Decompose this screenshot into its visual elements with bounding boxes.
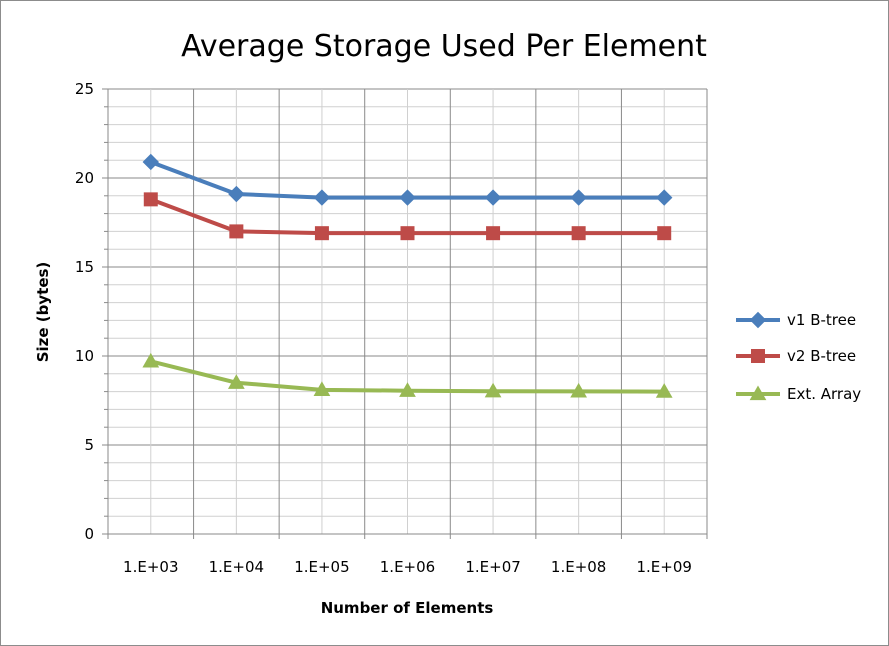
data-point (656, 189, 673, 206)
data-point (570, 189, 587, 206)
x-tick-label: 1.E+09 (636, 558, 691, 576)
y-tick-label: 5 (84, 436, 94, 454)
legend-label: v1 B-tree (787, 311, 856, 329)
series-layer (142, 153, 673, 398)
y-tick-labels: 0 5 10 15 20 25 (75, 80, 94, 543)
x-axis-title: Number of Elements (321, 599, 494, 617)
y-axis-title: Size (bytes) (34, 262, 52, 363)
y-tick-label: 20 (75, 169, 94, 187)
data-point (399, 382, 416, 397)
series-1 (143, 192, 672, 241)
y-tick-label: 10 (75, 347, 94, 365)
x-tick-label: 1.E+08 (551, 558, 606, 576)
data-point (314, 226, 329, 241)
x-tick-label: 1.E+07 (465, 558, 520, 576)
data-point (484, 189, 502, 206)
data-point (229, 224, 244, 239)
data-point (400, 226, 415, 241)
chart-title: Average Storage Used Per Element (181, 29, 707, 64)
data-point (484, 382, 502, 398)
data-point (657, 226, 672, 241)
axes (102, 88, 708, 539)
data-point (655, 383, 673, 398)
x-tick-label: 1.E+04 (209, 558, 264, 576)
data-point (399, 189, 416, 206)
legend-item: v2 B-tree (736, 347, 856, 365)
y-tick-label: 25 (75, 80, 94, 98)
legend-item: Ext. Array (736, 385, 861, 403)
legend-marker (751, 349, 765, 363)
data-point (228, 185, 245, 203)
data-point (570, 382, 588, 398)
x-tick-label: 1.E+05 (294, 558, 349, 576)
data-point (227, 374, 245, 389)
legend-label: v2 B-tree (787, 347, 856, 365)
gridlines (108, 88, 708, 534)
legend: v1 B-tree v2 B-tree Ext. Array (736, 311, 861, 403)
y-tick-label: 15 (75, 258, 94, 276)
data-point (313, 189, 331, 206)
legend-item: v1 B-tree (736, 311, 856, 329)
y-tick-label: 0 (84, 525, 94, 543)
data-point (142, 153, 159, 171)
legend-marker (749, 385, 767, 401)
data-point (143, 192, 158, 207)
series-0 (142, 153, 673, 206)
legend-label: Ext. Array (787, 385, 861, 403)
x-tick-label: 1.E+06 (380, 558, 435, 576)
data-point (313, 381, 331, 396)
legend-marker (749, 311, 767, 329)
data-point (486, 226, 501, 241)
x-tick-label: 1.E+03 (123, 558, 178, 576)
data-point (571, 226, 586, 241)
series-2 (142, 352, 673, 398)
data-point (142, 352, 160, 368)
x-tick-labels: 1.E+03 1.E+04 1.E+05 1.E+06 1.E+07 1.E+08 1.E+… (123, 558, 692, 576)
